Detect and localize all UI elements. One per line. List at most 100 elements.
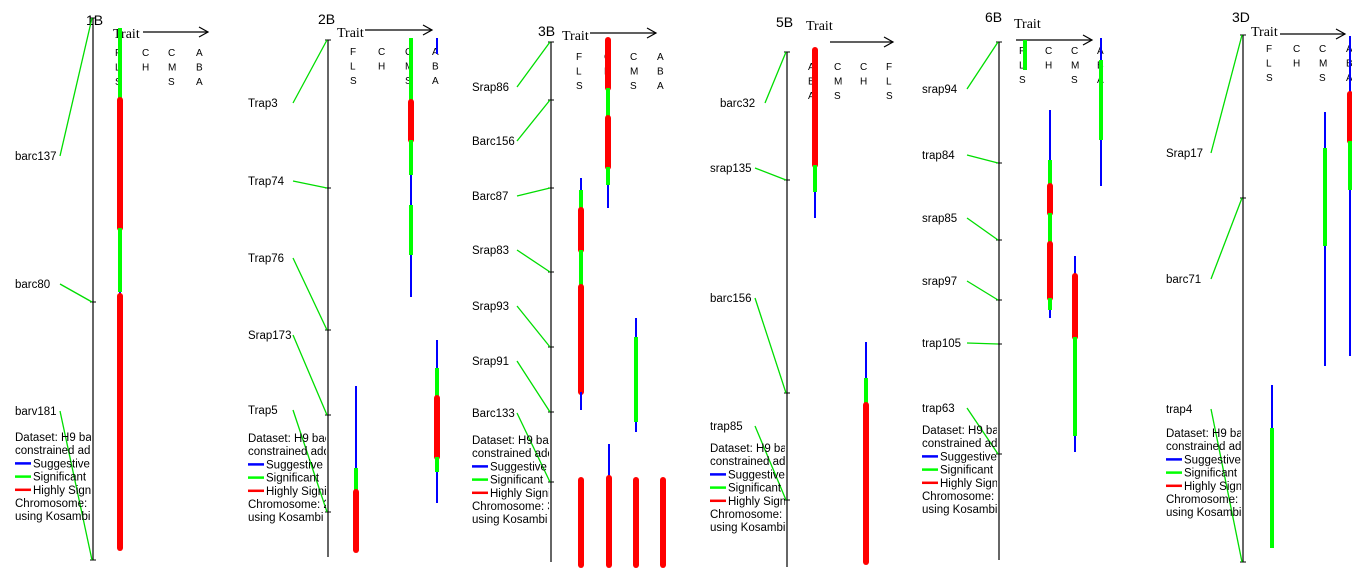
marker-connector [292, 334, 328, 416]
marker-label: barc32 [720, 98, 755, 110]
panel-6B: 6BTraitFLSCHCMSABAsrap94trap84srap85srap… [922, 9, 1104, 560]
trait-column-letter: L [1266, 59, 1272, 70]
trait-column-letter: F [1266, 44, 1272, 55]
trait-column-letter: S [1266, 73, 1273, 84]
trait-column-letter: M [834, 77, 842, 88]
marker-connector [516, 99, 551, 142]
trait-header: Trait [806, 19, 833, 34]
legend-highly: Highly Significa [266, 486, 345, 498]
legend-highly: Highly Significa [33, 485, 112, 497]
legend-dataset: Dataset: H9 back [1166, 428, 1254, 440]
legend-dataset: Dataset: H9 back [922, 425, 1010, 437]
marker-connector [966, 217, 999, 241]
marker-connector [292, 257, 328, 331]
chromosome-title: 6B [985, 9, 1002, 25]
marker-label: Barc87 [472, 191, 508, 203]
legend-highly: Highly Significa [728, 496, 807, 508]
legend-significant: Significant [33, 472, 87, 484]
trait-column-letter: C [405, 47, 412, 58]
arrow-right-icon [883, 36, 895, 48]
trait-column-letter: C [168, 48, 175, 59]
arrow-right-icon [422, 24, 434, 36]
trait-column-letter: S [350, 76, 357, 87]
marker-connector [516, 305, 551, 348]
marker-connector [1210, 34, 1243, 154]
marker-connector [764, 51, 787, 104]
legend-dataset: Dataset: H9 back [248, 433, 336, 445]
chromosome-title: 1B [86, 12, 103, 28]
marker-label: Srap83 [472, 245, 509, 257]
trait-header: Trait [337, 26, 364, 41]
trait-column-letter: F [1019, 46, 1025, 57]
marker-connector [292, 180, 328, 189]
marker-label: trap105 [922, 338, 961, 350]
marker-label: srap135 [710, 163, 752, 175]
legend-significant: Significant [940, 465, 994, 477]
legend-map-function: using Kosambi [248, 512, 323, 524]
legend-map-function: using Kosambi [922, 504, 997, 516]
marker-connector [966, 41, 999, 90]
marker-connector [754, 425, 787, 501]
marker-connector [292, 39, 328, 104]
trait-column-letter: C [834, 62, 841, 73]
trait-column-letter: B [196, 63, 203, 74]
trait-column-letter: H [142, 63, 149, 74]
trait-column-letter: S [1019, 75, 1026, 86]
marker-connector [966, 280, 999, 301]
marker-connector [59, 283, 93, 303]
trait-column-letter: B [808, 77, 815, 88]
marker-connector [966, 342, 999, 345]
marker-label: barc80 [15, 279, 50, 291]
trait-column-letter: S [576, 81, 583, 92]
legend-significant: Significant [1184, 468, 1238, 480]
trait-column-letter: B [432, 62, 439, 73]
arrow-right-icon [198, 26, 210, 38]
chromosome-title: 3B [538, 23, 555, 39]
arrow-right-icon [646, 27, 658, 39]
panel-5B: 5B TraitABACMSCHFLSbarc32srap135barc156tr… [710, 14, 895, 567]
trait-column-letter: L [350, 62, 356, 73]
panel-3B: 3BTraitFLSCHCMSABASrap86Barc156Barc87Sra… [472, 23, 666, 568]
marker-label: Trap76 [248, 253, 284, 265]
legend-map-function: using Kosambi [472, 514, 547, 526]
marker-connector [1210, 197, 1243, 280]
trait-column-letter: C [630, 52, 637, 63]
marker-label: Srap86 [472, 82, 509, 94]
marker-connector [516, 249, 551, 273]
trait-header: Trait [1251, 25, 1278, 40]
trait-column-letter: F [350, 47, 356, 58]
marker-label: Srap17 [1166, 148, 1203, 160]
legend-chromosome: Chromosome: 5E [710, 509, 800, 521]
marker-label: Barc156 [472, 136, 515, 148]
marker-label: barc71 [1166, 274, 1201, 286]
trait-header: Trait [113, 27, 140, 42]
legend-suggestive: Suggestive [490, 461, 547, 473]
arrow-right-icon [1082, 34, 1094, 46]
marker-label: barv181 [15, 406, 57, 418]
marker-connector [59, 17, 93, 157]
trait-column-letter: S [168, 77, 175, 88]
marker-connector [59, 410, 93, 561]
trait-column-letter: M [1071, 61, 1079, 72]
marker-connector [516, 412, 551, 483]
legend-suggestive: Suggestive [33, 458, 90, 470]
legend-map-function: using Kosambi [15, 511, 90, 523]
legend-chromosome: Chromosome: 2E [248, 499, 338, 511]
marker-label: barc137 [15, 151, 57, 163]
trait-column-letter: F [886, 62, 892, 73]
trait-column-letter: A [196, 77, 203, 88]
marker-label: Trap74 [248, 176, 285, 188]
trait-column-letter: S [630, 81, 637, 92]
legend-chromosome: Chromosome: 1E [15, 498, 105, 510]
legend-significant: Significant [266, 473, 320, 485]
trait-column-letter: C [142, 48, 149, 59]
legend-method: constrained additi [248, 446, 338, 458]
legend-suggestive: Suggestive [728, 469, 785, 481]
trait-column-letter: A [432, 76, 439, 87]
